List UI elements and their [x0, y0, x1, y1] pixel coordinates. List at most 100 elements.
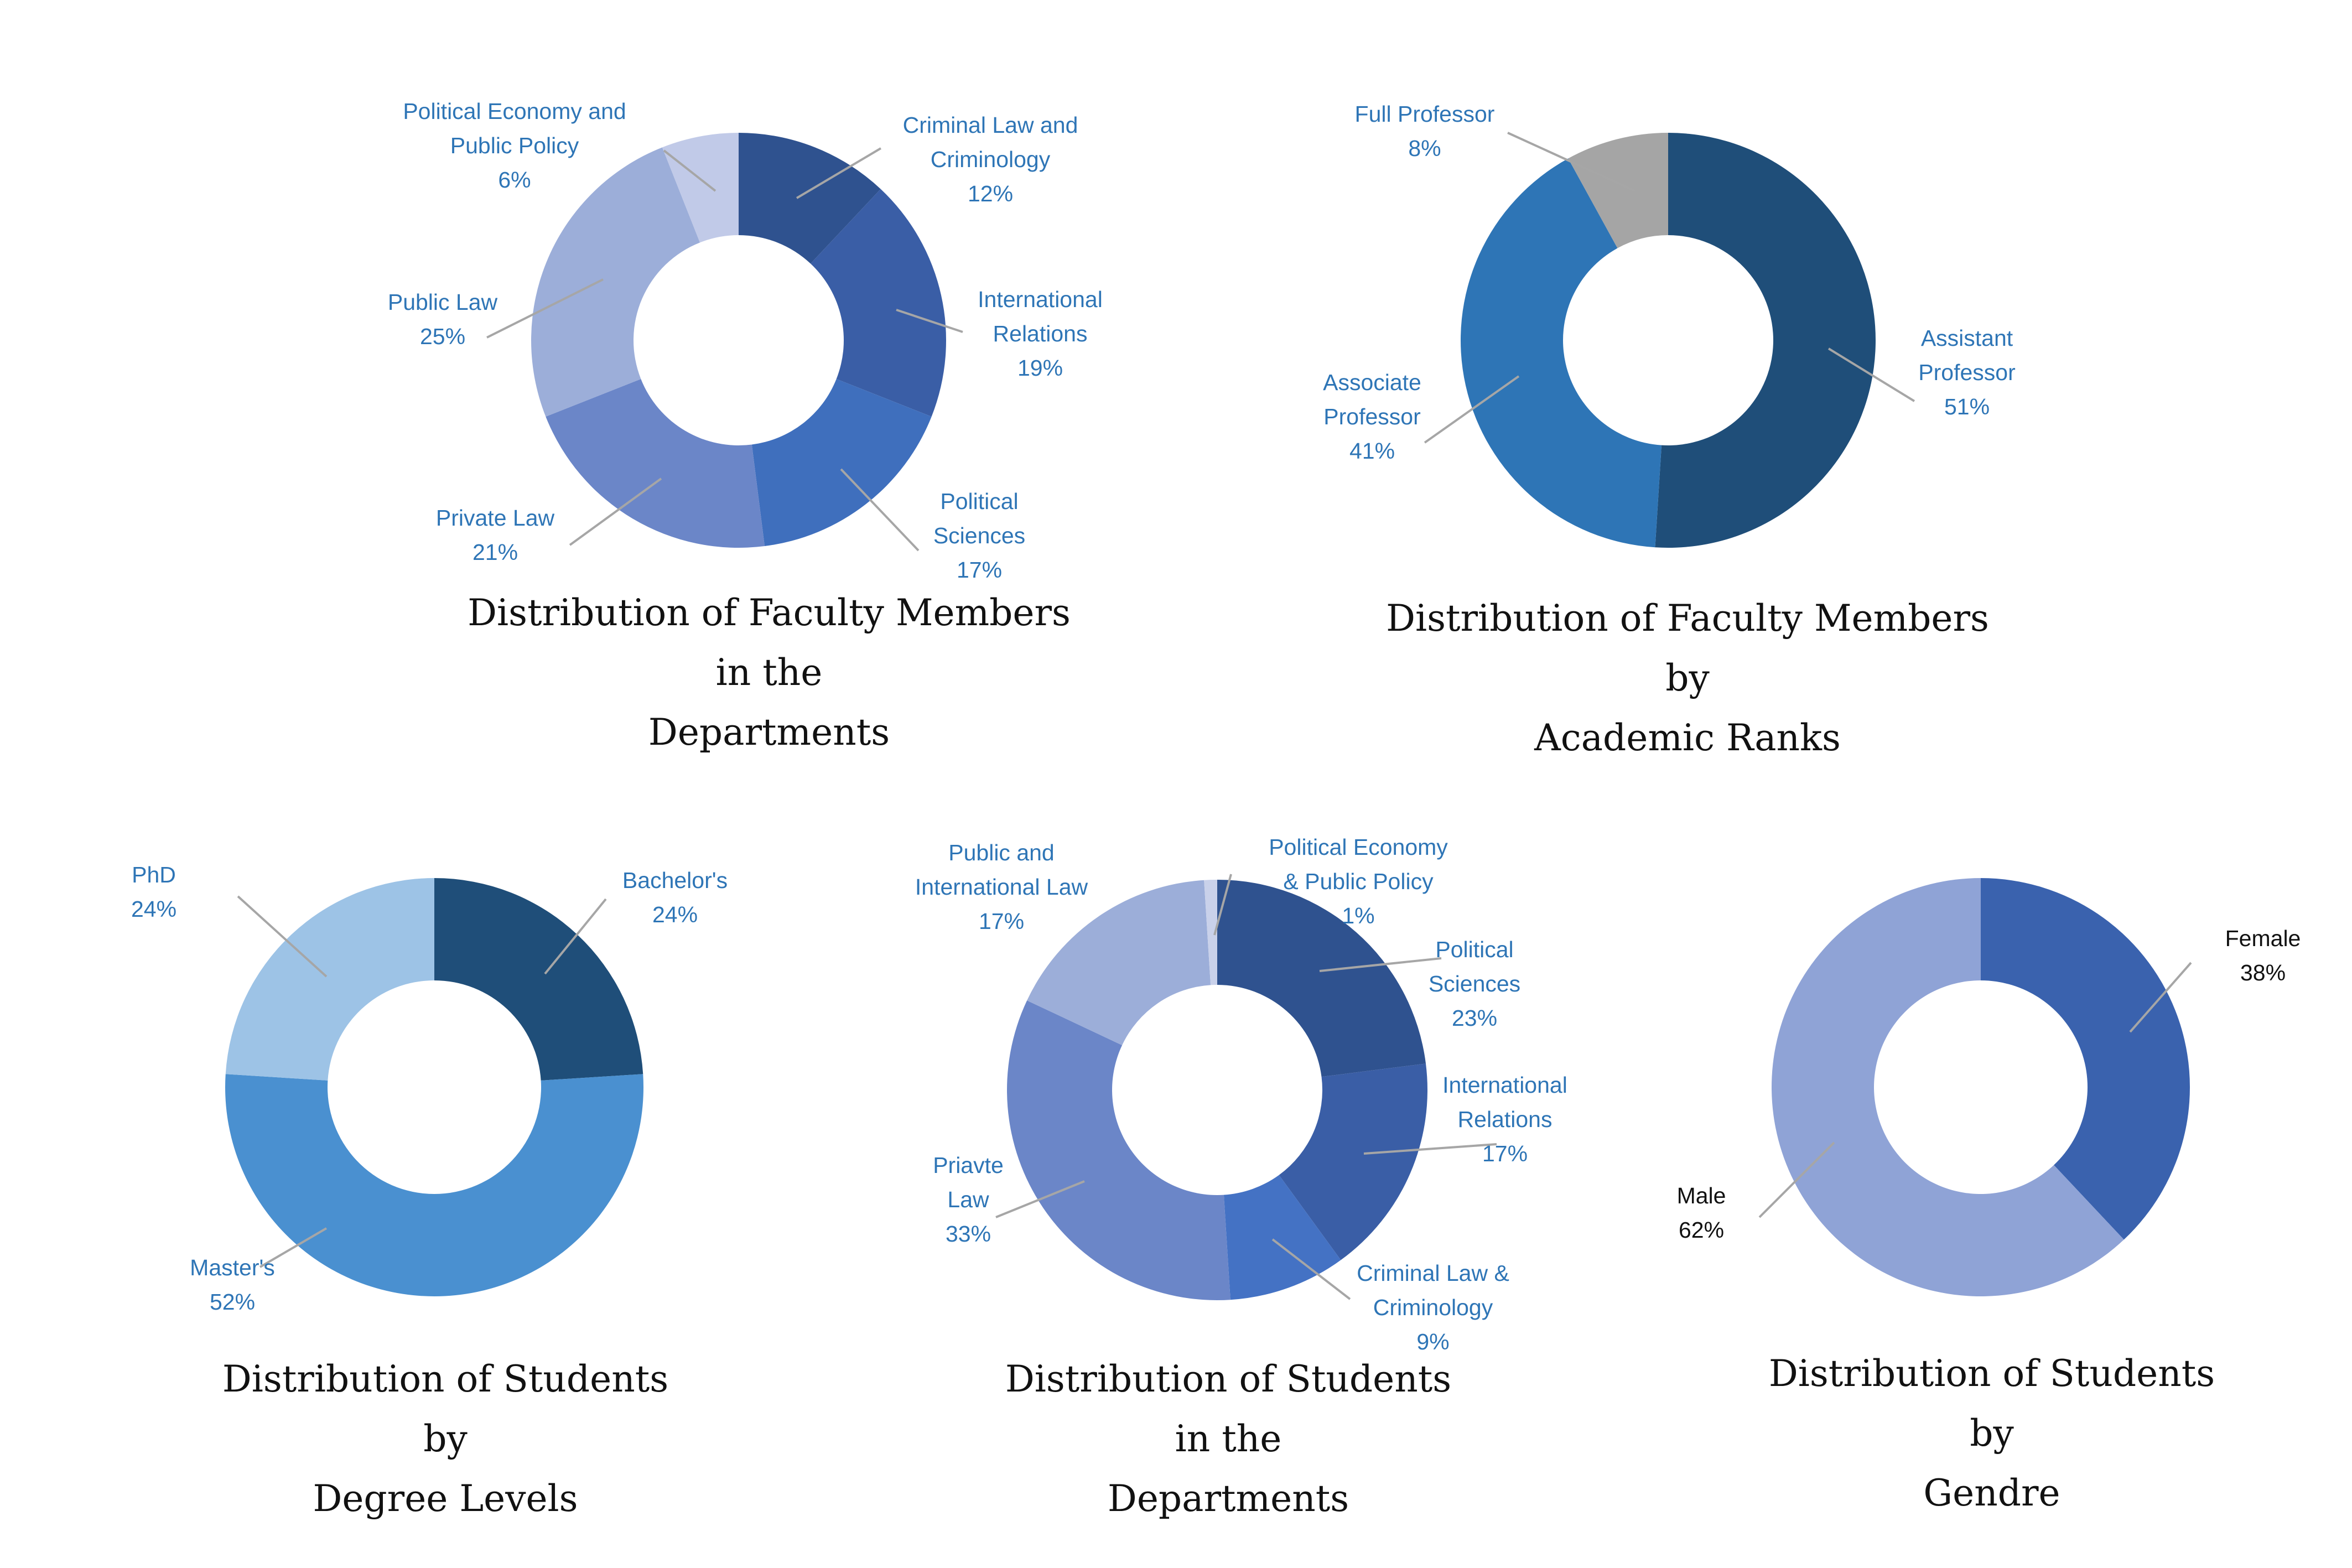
data-label-line: 62%	[1679, 1217, 1724, 1243]
data-label-line: 38%	[2240, 960, 2286, 985]
chart-title-line: Distribution of Faculty Members	[1386, 597, 1989, 640]
leader-line-political-economy-and-public-policy	[663, 149, 716, 192]
slice-associate-professor	[1461, 158, 1662, 548]
chart-title-line: Distribution of Students	[1005, 1358, 1451, 1400]
data-label-line: International	[1442, 1072, 1567, 1098]
chart-students-departments: Political Sciences 23% International Relatio…	[915, 834, 1567, 1520]
data-label-line: Master's	[190, 1255, 275, 1280]
donut-faculty-departments	[531, 133, 946, 548]
leader-line-political-sciences	[840, 468, 920, 552]
donut-students-degree	[225, 878, 644, 1296]
data-label-line: Professor	[1918, 360, 2015, 385]
data-label-line: International	[978, 287, 1103, 312]
data-label-criminal-law-and-criminology: Criminal Law and Criminology 12%	[903, 112, 1078, 206]
chart-title-line: Departments	[1108, 1477, 1349, 1520]
data-label-line: 1%	[1342, 903, 1374, 928]
donut-students-gender	[1772, 878, 2190, 1296]
data-label-line: Priavte	[933, 1152, 1004, 1178]
chart-title: Distribution of Faculty Members by Academi…	[1386, 597, 1989, 759]
leader-line-bachelor-s	[544, 898, 607, 975]
data-label-line: Bachelor's	[622, 868, 728, 893]
slice-assistant-professor	[1655, 133, 1876, 548]
data-label-political-economy-and-public-policy: Political Economy and Public Policy 6%	[403, 98, 626, 193]
data-label-international-relations: International Relations 17%	[1442, 1072, 1567, 1166]
data-label-line: Law	[947, 1187, 989, 1212]
data-label-line: Criminology	[1373, 1295, 1493, 1320]
data-label-line: 8%	[1408, 136, 1441, 161]
chart-title-line: in the	[716, 651, 823, 694]
slice-political-sciences	[751, 378, 932, 547]
data-label-public-and-international-law: Public and International Law 17%	[915, 840, 1088, 934]
chart-title-line: Distribution of Students	[222, 1358, 668, 1400]
data-label-line: Public Law	[388, 289, 498, 315]
slice-priavte-law	[1006, 1000, 1230, 1301]
data-label-priavte-law: Priavte Law 33%	[933, 1152, 1004, 1247]
data-label-line: Male	[1677, 1183, 1726, 1208]
donut-students-departments	[1006, 880, 1427, 1301]
data-label-line: 9%	[1416, 1329, 1449, 1354]
chart-title: Distribution of Faculty Members in the Dep…	[468, 591, 1071, 754]
data-label-line: Female	[2225, 926, 2301, 951]
chart-title-line: in the	[1175, 1418, 1282, 1460]
data-label-line: 41%	[1349, 438, 1395, 464]
chart-title-line: Distribution of Students	[1769, 1352, 2215, 1395]
chart-title: Distribution of Students by Degree Levels	[222, 1358, 668, 1520]
data-label-full-professor: Full Professor 8%	[1355, 101, 1495, 161]
slice-political-economy-and-public-policy	[662, 133, 739, 243]
data-label-line: 23%	[1452, 1005, 1497, 1031]
slice-private-law	[546, 378, 765, 548]
data-label-line: Professor	[1323, 404, 1420, 429]
data-label-line: Public Policy	[450, 133, 579, 158]
data-label-line: 19%	[1017, 355, 1063, 381]
data-label-female: Female 38%	[2225, 926, 2301, 985]
leader-line-political-economy-and-public-policy	[1213, 874, 1232, 936]
chart-title: Distribution of Students by Gendre	[1769, 1352, 2215, 1514]
chart-title-line: Distribution of Faculty Members	[468, 591, 1071, 634]
slice-political-sciences	[1217, 880, 1426, 1077]
chart-students-gender: Female 38% Male 62% Distribution of Students…	[1677, 878, 2301, 1514]
data-label-line: Criminology	[931, 147, 1051, 172]
data-label-line: PhD	[132, 862, 176, 887]
data-label-political-sciences: Political Sciences 23%	[1429, 937, 1520, 1031]
data-label-line: 33%	[946, 1221, 991, 1247]
leader-line-international-relations	[896, 309, 963, 333]
slice-public-law	[531, 147, 700, 417]
data-label-line: 17%	[957, 557, 1002, 583]
chart-students-degree: Bachelor's 24% Master's 52% PhD 24% Distributi…	[131, 862, 728, 1520]
chart-title-line: Degree Levels	[313, 1477, 578, 1520]
data-label-line: Sciences	[1429, 971, 1520, 996]
data-label-line: Political	[940, 489, 1018, 514]
leader-line-criminal-law-and-criminology	[1271, 1238, 1351, 1300]
leader-line-international-relations	[1363, 1143, 1497, 1155]
slice-international-relations	[1279, 1063, 1427, 1260]
slice-bachelor-s	[434, 878, 643, 1081]
data-label-associate-professor: Associate Professor 41%	[1323, 370, 1421, 464]
data-label-line: 12%	[968, 181, 1013, 206]
leader-line-phd	[237, 895, 328, 978]
leader-line-male	[1758, 1141, 1835, 1218]
data-label-political-economy-and-public-policy: Political Economy & Public Policy 1%	[1269, 834, 1448, 928]
chart-title-line: Departments	[648, 711, 890, 754]
data-label-international-relations: International Relations 19%	[978, 287, 1103, 381]
slice-criminal-law-and-criminology	[739, 133, 881, 264]
data-label-line: 21%	[473, 539, 518, 565]
data-label-line: 51%	[1944, 394, 1990, 419]
data-label-line: 17%	[1482, 1141, 1528, 1166]
data-label-line: Relations	[1458, 1107, 1553, 1132]
chart-title-line: by	[423, 1418, 468, 1460]
chart-title-line: by	[1665, 657, 1710, 699]
donut-faculty-ranks	[1461, 133, 1876, 548]
data-label-line: Political Economy	[1269, 834, 1448, 860]
leader-line-assistant-professor	[1827, 347, 1915, 402]
data-label-assistant-professor: Assistant Professor 51%	[1918, 325, 2015, 419]
data-label-line: Political Economy and	[403, 98, 626, 124]
leader-line-full-professor	[1507, 132, 1636, 192]
slice-phd	[225, 878, 434, 1081]
leader-line-priavte-law	[995, 1180, 1085, 1218]
leader-line-public-law	[486, 278, 604, 339]
chart-title-line: by	[1970, 1412, 2014, 1455]
data-label-private-law: Private Law 21%	[436, 505, 555, 565]
data-label-line: 24%	[652, 902, 698, 927]
data-label-line: Criminal Law &	[1357, 1260, 1509, 1286]
